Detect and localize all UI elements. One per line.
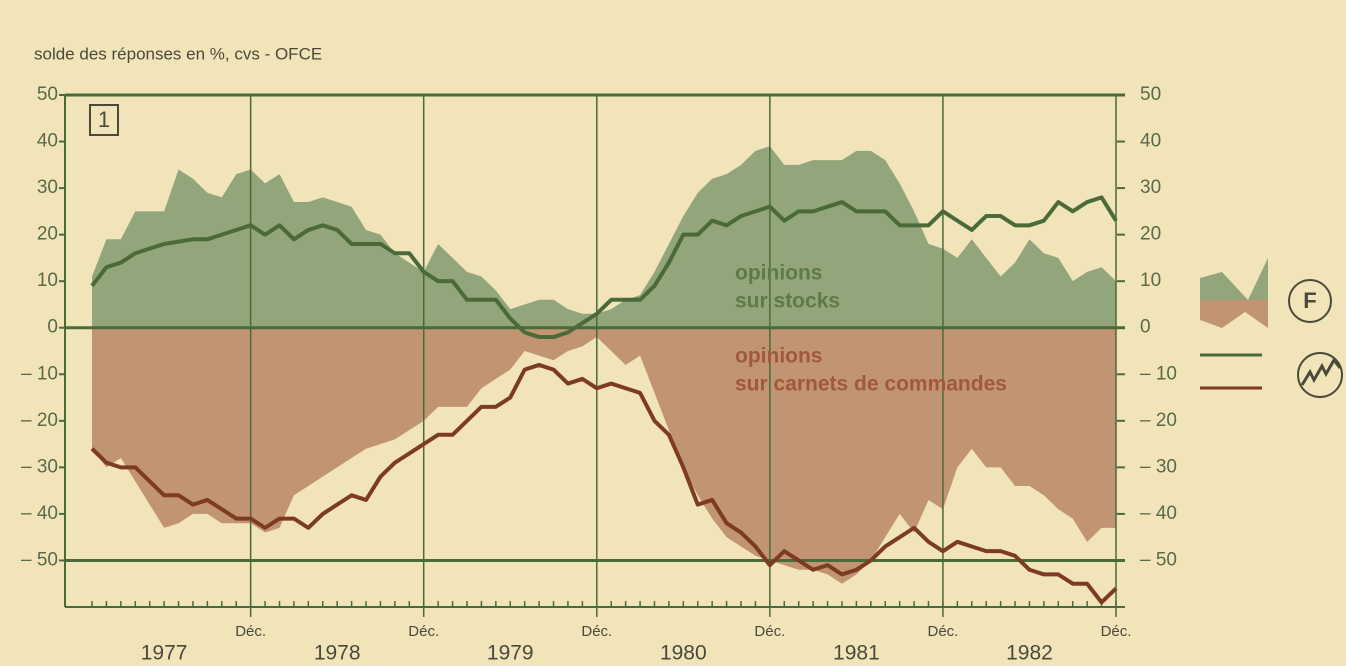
panel-label: 1 <box>98 107 110 132</box>
annotation: opinions <box>735 262 823 285</box>
annotation: sur stocks <box>735 290 840 313</box>
panel-box <box>89 104 119 136</box>
x-tick-label: Déc. <box>928 623 959 640</box>
x-tick-label: Déc. <box>1101 623 1132 640</box>
legend-icon <box>1300 357 1342 386</box>
year-label: 1981 <box>833 642 880 665</box>
y-tick-label: – 30 <box>1140 456 1177 477</box>
legend-label: F <box>1303 288 1316 313</box>
y-tick-label: – 40 <box>1140 503 1177 524</box>
y-tick-label: 10 <box>37 270 58 291</box>
area <box>92 327 1116 584</box>
annotation: sur carnets de commandes <box>735 373 1007 396</box>
legend-area <box>1200 258 1268 300</box>
x-tick-label: Déc. <box>581 623 612 640</box>
y-tick-label: 40 <box>1140 131 1161 152</box>
area <box>92 146 1116 328</box>
year-label: 1978 <box>314 642 361 665</box>
year-label: 1977 <box>141 642 188 665</box>
y-tick-label: – 30 <box>21 456 58 477</box>
marks: 50 50 40 40 30 30 20 20 10 10 0 0 – 10 – 10 – 20 – 20 – … <box>21 84 1177 665</box>
legend-circle <box>1297 352 1343 398</box>
y-tick-label: 30 <box>37 177 58 198</box>
y-tick-label: 20 <box>1140 224 1161 245</box>
chart-title: solde des réponses en %, cvs - OFCE <box>34 44 322 63</box>
y-tick-label: 10 <box>1140 270 1161 291</box>
y-tick-label: 0 <box>1140 317 1151 338</box>
annotation: opinions <box>735 345 823 368</box>
year-label: 1982 <box>1006 642 1053 665</box>
y-tick-label: – 10 <box>1140 363 1177 384</box>
y-tick-label: – 40 <box>21 503 58 524</box>
y-tick-label: 50 <box>37 84 58 105</box>
y-tick-label: 50 <box>1140 84 1161 105</box>
legend: F <box>1200 258 1343 398</box>
y-tick-label: – 50 <box>21 549 58 570</box>
y-tick-label: 40 <box>37 131 58 152</box>
y-tick-label: – 50 <box>1140 549 1177 570</box>
y-tick-label: – 20 <box>1140 410 1177 431</box>
y-tick-label: – 20 <box>21 410 58 431</box>
x-tick-label: Déc. <box>754 623 785 640</box>
year-label: 1980 <box>660 642 707 665</box>
y-tick-label: – 10 <box>21 363 58 384</box>
legend-circle <box>1288 279 1332 323</box>
y-tick-label: 0 <box>47 317 58 338</box>
y-tick-label: 30 <box>1140 177 1161 198</box>
line <box>90 195 1118 340</box>
y-tick-label: 20 <box>37 224 58 245</box>
year-label: 1979 <box>487 642 534 665</box>
legend-area <box>1200 300 1268 328</box>
line <box>90 362 1118 605</box>
x-tick-label: Déc. <box>235 623 266 640</box>
x-tick-label: Déc. <box>408 623 439 640</box>
